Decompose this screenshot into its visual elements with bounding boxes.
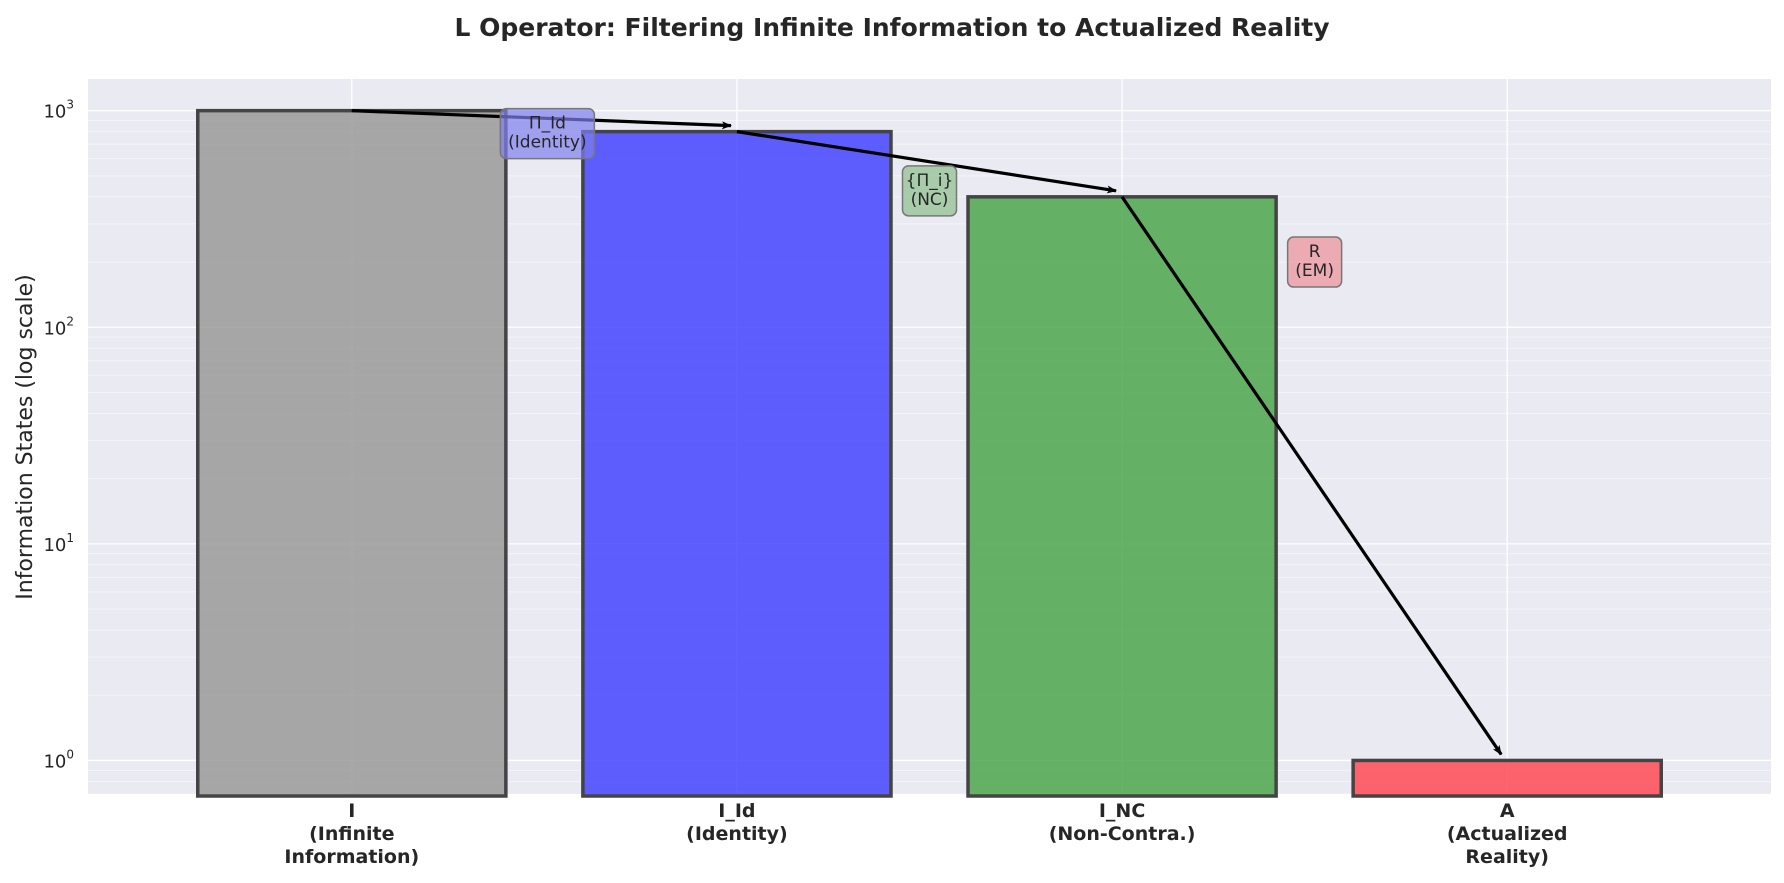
y-tick-label-3: 103 bbox=[43, 98, 74, 123]
x-tick-label-1: I_Id (Identity) bbox=[686, 800, 788, 845]
transition-label-0: Π_Id (Identity) bbox=[499, 107, 596, 160]
y-tick-label-0: 100 bbox=[43, 747, 74, 772]
transition-arrow-2 bbox=[1120, 195, 1503, 756]
bars bbox=[196, 108, 1663, 798]
y-tick-label-1: 101 bbox=[43, 531, 74, 556]
chart-title: L Operator: Filtering Infinite Informati… bbox=[454, 13, 1329, 42]
transition-label-1: {Π_i} (NC) bbox=[901, 165, 958, 217]
x-tick-label-2: I_NC (Non-Contra.) bbox=[1049, 800, 1196, 845]
x-tick-label-0: I (Infinite Information) bbox=[284, 800, 419, 868]
transition-arrow-1 bbox=[736, 130, 1118, 194]
bar-1 bbox=[581, 129, 893, 798]
transition-labels: Π_Id (Identity) {Π_i} (NC) R (EM) bbox=[499, 107, 1343, 288]
y-axis-label: Information States (log scale) bbox=[13, 274, 38, 599]
bar-3 bbox=[1351, 758, 1663, 798]
transition-label-2: R (EM) bbox=[1286, 236, 1343, 288]
bar-2 bbox=[966, 195, 1278, 798]
svg-text:R(EM): R (EM) bbox=[1295, 242, 1334, 281]
y-ticks: 100 101 102 103 bbox=[43, 98, 74, 773]
x-tick-label-3: A (Actualized Reality) bbox=[1447, 800, 1568, 868]
y-tick-label-2: 102 bbox=[43, 314, 74, 339]
svg-text:Π_Id(Identity): Π_Id (Identity) bbox=[508, 114, 586, 153]
bar-0 bbox=[196, 108, 508, 798]
svg-text:{Π_i}(NC): {Π_i} (NC) bbox=[906, 171, 954, 210]
x-ticks: I (Infinite Information) I_Id (Identity) I_NC… bbox=[284, 800, 1567, 868]
